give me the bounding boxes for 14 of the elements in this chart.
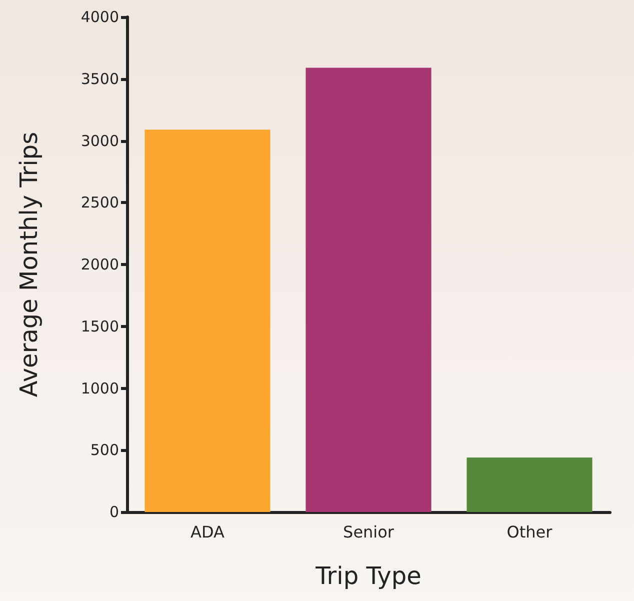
x-axis-title: Trip Type (314, 562, 422, 590)
x-tick-label: ADA (190, 522, 225, 542)
y-tick-label: 500 (90, 441, 119, 460)
y-tick-label: 0 (109, 503, 119, 521)
y-tick-label: 2000 (80, 256, 119, 274)
y-tick-label: 3000 (80, 132, 119, 150)
y-tick-label: 4000 (80, 8, 119, 26)
y-tick-label: 1500 (80, 317, 119, 336)
y-axis-title: Average Monthly Trips (15, 132, 43, 398)
x-tick-label: Senior (343, 522, 394, 542)
y-tick-label: 2500 (80, 194, 119, 212)
y-tick-label: 3500 (80, 70, 119, 88)
y-tick-label: 1000 (80, 379, 119, 398)
x-tick-label: Other (506, 522, 553, 542)
